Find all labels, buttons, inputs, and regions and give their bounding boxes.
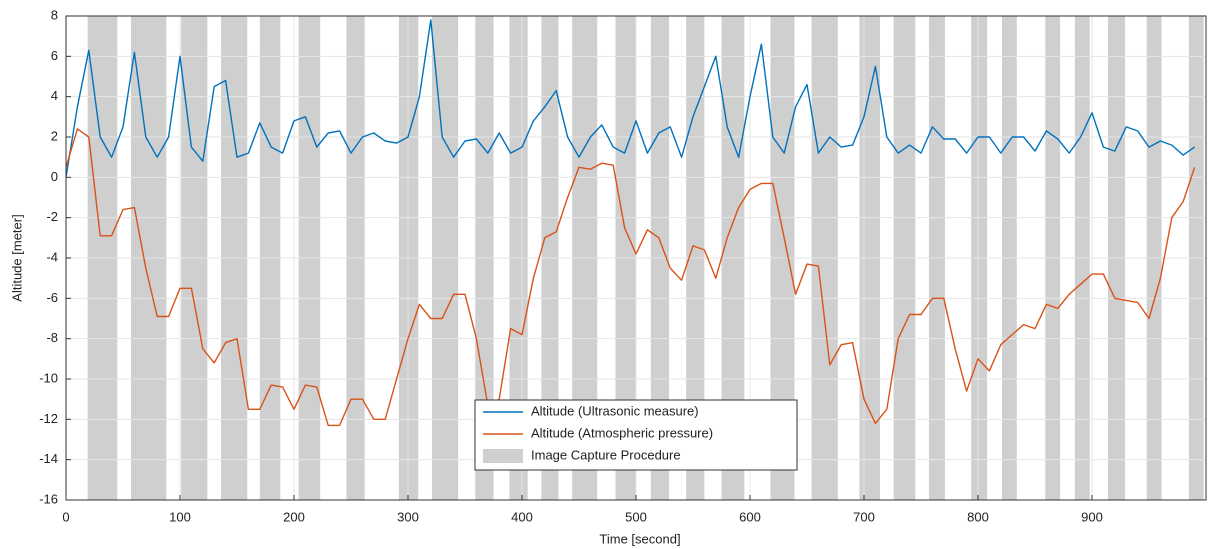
y-tick-label: -2 — [46, 209, 58, 224]
y-tick-label: -12 — [39, 411, 58, 426]
y-tick-label: -14 — [39, 451, 58, 466]
x-tick-label: 0 — [62, 509, 69, 524]
x-tick-label: 200 — [283, 509, 305, 524]
x-tick-label: 100 — [169, 509, 191, 524]
y-tick-label: -6 — [46, 290, 58, 305]
legend-label: Altitude (Atmospheric pressure) — [531, 425, 713, 440]
legend: Altitude (Ultrasonic measure) Altitude (A… — [474, 399, 798, 471]
y-tick-label: -4 — [46, 249, 58, 264]
legend-swatch — [483, 449, 523, 463]
y-tick-label: 2 — [51, 128, 58, 143]
y-axis-title: Altitude [meter] — [9, 214, 24, 301]
legend-label: Altitude (Ultrasonic measure) — [531, 403, 699, 418]
x-tick-label: 600 — [739, 509, 761, 524]
x-tick-label: 400 — [511, 509, 533, 524]
y-tick-label: -16 — [39, 491, 58, 506]
y-tick-label: 8 — [51, 7, 58, 22]
data-line — [65, 128, 1196, 427]
x-tick-label: 700 — [853, 509, 875, 524]
y-tick-label: 4 — [51, 88, 58, 103]
y-tick-label: -10 — [39, 370, 58, 385]
x-axis-title: Time [second] — [599, 531, 680, 546]
x-tick-label: 300 — [397, 509, 419, 524]
y-tick-label: 0 — [51, 169, 58, 184]
x-tick-label: 500 — [625, 509, 647, 524]
plot-frame — [65, 15, 1207, 501]
legend-box — [474, 399, 798, 471]
data-line — [65, 19, 1196, 178]
x-tick-label: 900 — [1081, 509, 1103, 524]
x-tick-label: 800 — [967, 509, 989, 524]
y-tick-label: 6 — [51, 48, 58, 63]
legend-label: Image Capture Procedure — [531, 447, 681, 462]
y-tick-label: -8 — [46, 330, 58, 345]
